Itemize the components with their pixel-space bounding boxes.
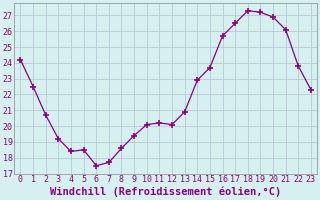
- X-axis label: Windchill (Refroidissement éolien,°C): Windchill (Refroidissement éolien,°C): [50, 187, 281, 197]
